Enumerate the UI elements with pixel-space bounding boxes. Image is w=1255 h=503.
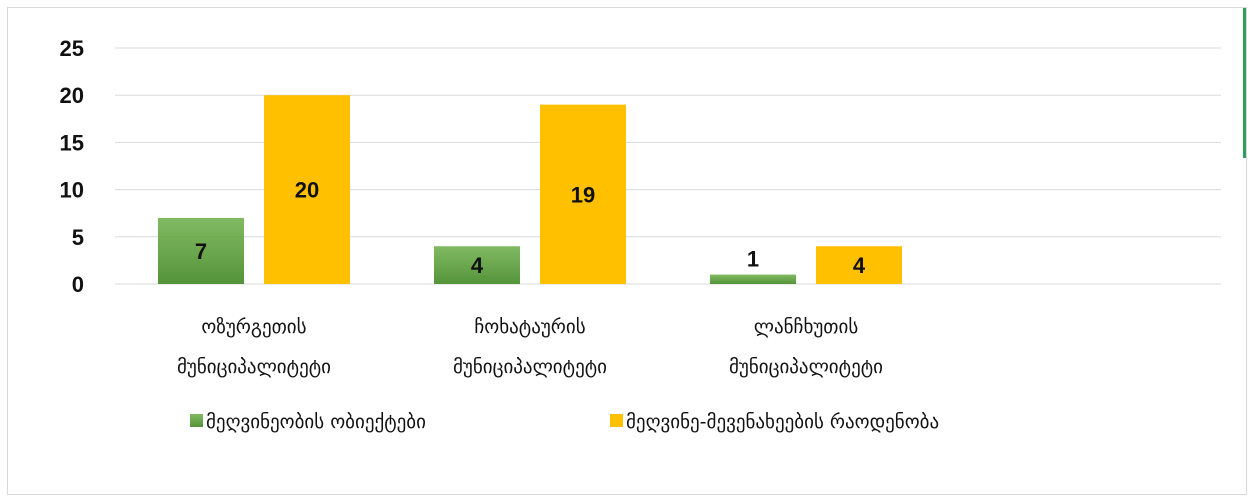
legend: მეღვინეობის ობიექტები მეღვინე-მევენახეები…	[190, 411, 939, 433]
y-tick-label: 25	[60, 36, 84, 61]
x-category-label: ლანჩხუთის	[754, 316, 859, 338]
x-axis-categories: ოზურგეთის მუნიციპალიტეტი ჩოხატაურის მუნიციპ…	[177, 316, 883, 378]
y-tick-label: 15	[60, 130, 84, 155]
bars	[158, 95, 902, 284]
y-tick-label: 20	[60, 83, 84, 108]
data-label: 20	[295, 178, 319, 203]
data-label: 7	[195, 239, 207, 264]
legend-swatch	[190, 414, 203, 427]
legend-label: მეღვინეობის ობიექტები	[206, 411, 426, 433]
bar	[158, 217, 244, 284]
y-tick-label: 5	[72, 225, 84, 250]
bar	[710, 274, 796, 284]
bar	[434, 246, 520, 284]
x-category-label: ჩოხატაურის	[474, 316, 585, 338]
bar	[540, 104, 626, 284]
y-tick-label: 0	[72, 272, 84, 297]
accent-edge	[1243, 8, 1246, 158]
x-category-label: მუნიციპალიტეტი	[729, 356, 883, 378]
bar	[816, 246, 902, 284]
legend-label: მეღვინე-მევენახეების რაოდენობა	[626, 411, 939, 433]
x-category-label: ოზურგეთის	[201, 316, 306, 338]
data-label: 4	[853, 253, 866, 278]
data-label: 1	[747, 247, 759, 272]
y-axis-ticks: 0 5 10 15 20 25	[60, 36, 84, 297]
x-category-label: მუნიციპალიტეტი	[453, 356, 607, 378]
data-labels: 7 20 4 19 1 4	[195, 178, 866, 279]
x-category-label: მუნიციპალიტეტი	[177, 356, 331, 378]
y-tick-label: 10	[60, 178, 84, 203]
bar	[264, 95, 350, 284]
data-label: 4	[471, 253, 484, 278]
legend-swatch	[610, 414, 623, 427]
data-label: 19	[571, 182, 595, 207]
